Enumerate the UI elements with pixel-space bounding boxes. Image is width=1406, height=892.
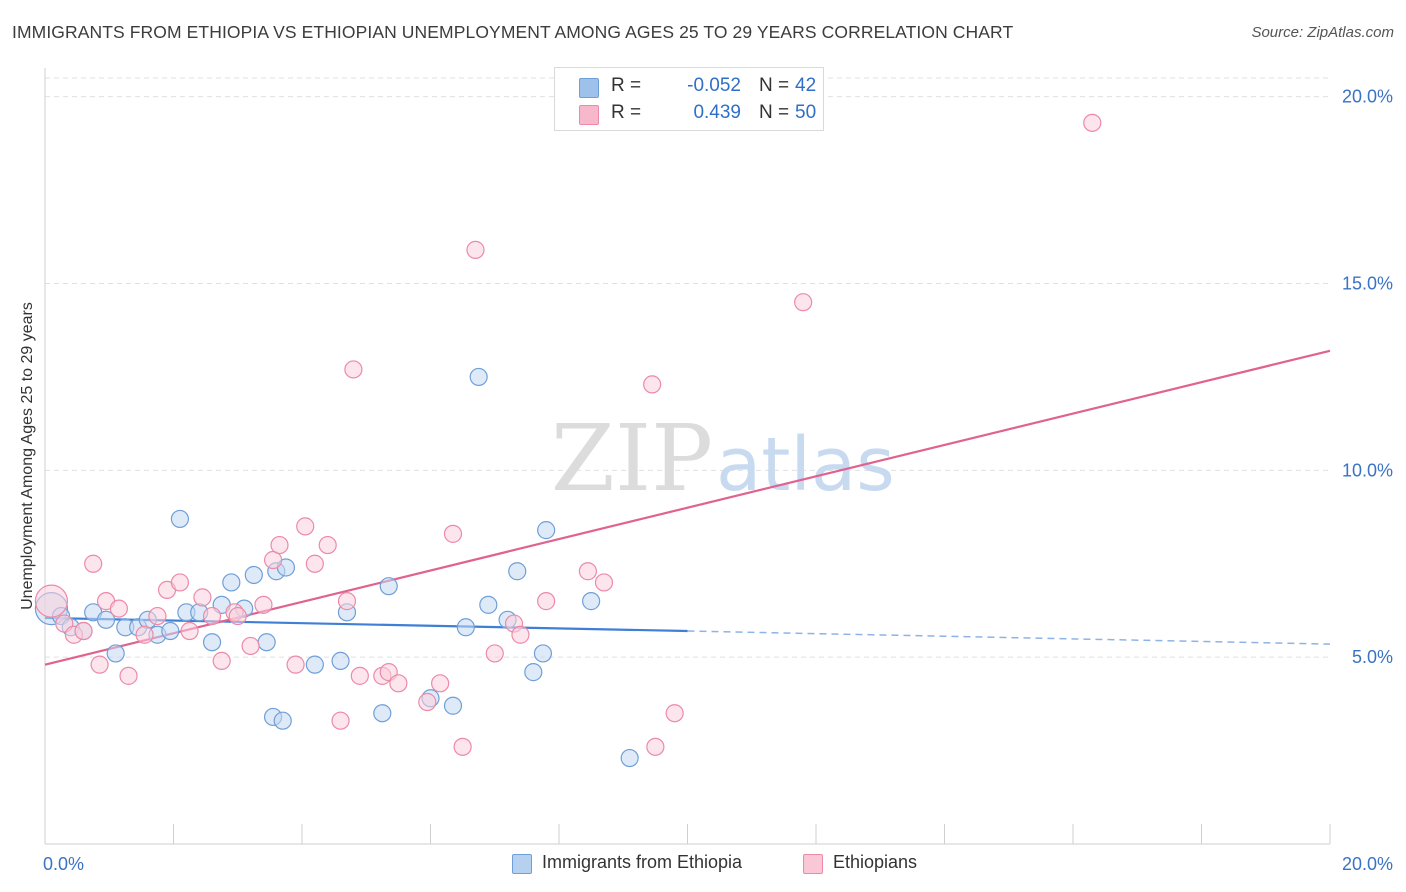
legend-swatch-ethiopians bbox=[579, 105, 599, 125]
point-ethiopians bbox=[389, 674, 408, 693]
point-immigrants bbox=[582, 592, 601, 611]
point-ethiopians bbox=[84, 554, 103, 573]
data-points bbox=[34, 113, 1102, 768]
point-ethiopians bbox=[331, 711, 350, 730]
point-ethiopians bbox=[296, 517, 315, 536]
point-immigrants bbox=[479, 595, 498, 614]
point-immigrants bbox=[443, 696, 463, 715]
point-ethiopians bbox=[350, 666, 369, 685]
point-ethiopians bbox=[466, 240, 485, 259]
point-ethiopians bbox=[34, 584, 69, 618]
bottom-legend-label: Ethiopians bbox=[833, 852, 918, 872]
point-ethiopians bbox=[453, 737, 472, 756]
x-tick-label-min: 0.0% bbox=[43, 854, 84, 874]
point-immigrants bbox=[620, 748, 639, 768]
y-axis-label: Unemployment Among Ages 25 to 29 years bbox=[19, 302, 36, 610]
point-immigrants bbox=[257, 633, 276, 652]
grid-lines bbox=[45, 77, 1330, 658]
point-ethiopians bbox=[263, 550, 283, 570]
bottom-legend-label: Immigrants from Ethiopia bbox=[542, 852, 743, 872]
point-immigrants bbox=[244, 565, 263, 585]
point-immigrants bbox=[469, 367, 488, 387]
legend-r-label: R = bbox=[611, 102, 642, 123]
point-ethiopians bbox=[337, 592, 357, 611]
correlation-legend: R = -0.052 N = 42 R = 0.439 N = 50 bbox=[554, 67, 824, 131]
point-ethiopians bbox=[594, 573, 614, 592]
point-ethiopians bbox=[511, 625, 530, 644]
point-ethiopians bbox=[135, 625, 154, 644]
point-immigrants bbox=[161, 621, 180, 641]
point-immigrants bbox=[524, 663, 543, 682]
point-ethiopians bbox=[170, 573, 190, 592]
point-immigrants bbox=[533, 644, 553, 663]
tick-labels: 5.0% 10.0% 15.0% 20.0% 0.0% 20.0% bbox=[43, 87, 1393, 874]
point-ethiopians bbox=[193, 588, 212, 607]
point-ethiopians bbox=[254, 595, 273, 614]
legend-n-value: 50 bbox=[795, 102, 817, 123]
point-immigrants bbox=[170, 509, 190, 529]
point-ethiopians bbox=[148, 606, 167, 626]
point-ethiopians bbox=[418, 692, 437, 712]
point-ethiopians bbox=[305, 554, 324, 573]
legend-r-value: -0.052 bbox=[687, 75, 741, 96]
point-ethiopians bbox=[119, 666, 138, 685]
point-ethiopians bbox=[578, 562, 598, 581]
legend-n-value: 42 bbox=[795, 75, 817, 96]
point-ethiopians bbox=[646, 737, 665, 756]
watermark: ZIP atlas bbox=[551, 405, 895, 512]
point-immigrants bbox=[96, 610, 116, 629]
point-ethiopians bbox=[537, 592, 556, 611]
x-tick-label-max: 20.0% bbox=[1342, 854, 1393, 874]
legend-swatch-immigrants bbox=[579, 78, 599, 98]
legend-n-label: N = bbox=[759, 75, 790, 96]
point-ethiopians bbox=[270, 535, 289, 555]
point-ethiopians bbox=[443, 524, 463, 543]
trend-immigrants-dashed bbox=[687, 630, 1331, 645]
point-ethiopians bbox=[90, 655, 109, 674]
bottom-legend-swatch-immigrants bbox=[512, 854, 532, 874]
legend-r-value: 0.439 bbox=[693, 102, 741, 123]
point-ethiopians bbox=[212, 651, 231, 671]
point-immigrants bbox=[537, 521, 556, 540]
point-ethiopians bbox=[109, 599, 128, 618]
point-ethiopians bbox=[485, 644, 504, 663]
chart-title: IMMIGRANTS FROM ETHIOPIA VS ETHIOPIAN UN… bbox=[12, 22, 1014, 42]
legend-r-label: R = bbox=[611, 75, 642, 96]
point-ethiopians bbox=[74, 621, 93, 641]
point-ethiopians bbox=[180, 621, 199, 641]
point-immigrants bbox=[305, 655, 324, 674]
y-tick-label: 10.0% bbox=[1342, 460, 1393, 480]
point-immigrants bbox=[456, 618, 475, 637]
point-ethiopians bbox=[344, 360, 363, 379]
point-immigrants bbox=[202, 633, 222, 652]
point-ethiopians bbox=[431, 674, 450, 693]
point-ethiopians bbox=[241, 636, 260, 656]
y-tick-label: 15.0% bbox=[1342, 274, 1393, 294]
point-ethiopians bbox=[228, 606, 247, 626]
point-ethiopians bbox=[286, 655, 305, 674]
point-ethiopians bbox=[202, 606, 222, 626]
point-ethiopians bbox=[794, 293, 813, 312]
point-immigrants bbox=[273, 711, 292, 730]
axes bbox=[44, 68, 1331, 845]
point-ethiopians bbox=[643, 375, 662, 394]
legend-n-label: N = bbox=[759, 102, 790, 123]
source-label: Source: ZipAtlas.com bbox=[1251, 24, 1394, 41]
point-ethiopians bbox=[1083, 113, 1102, 132]
point-ethiopians bbox=[318, 535, 337, 555]
bottom-legend-swatch-ethiopians bbox=[803, 854, 823, 874]
point-immigrants bbox=[379, 577, 398, 596]
point-ethiopians bbox=[665, 704, 684, 723]
y-tick-label: 20.0% bbox=[1342, 87, 1393, 107]
point-immigrants bbox=[222, 573, 241, 592]
point-immigrants bbox=[373, 704, 392, 723]
watermark-zip: ZIP bbox=[551, 405, 713, 512]
y-tick-label: 5.0% bbox=[1352, 647, 1393, 667]
point-immigrants bbox=[106, 644, 125, 663]
point-immigrants bbox=[508, 562, 527, 581]
point-immigrants bbox=[331, 651, 350, 671]
